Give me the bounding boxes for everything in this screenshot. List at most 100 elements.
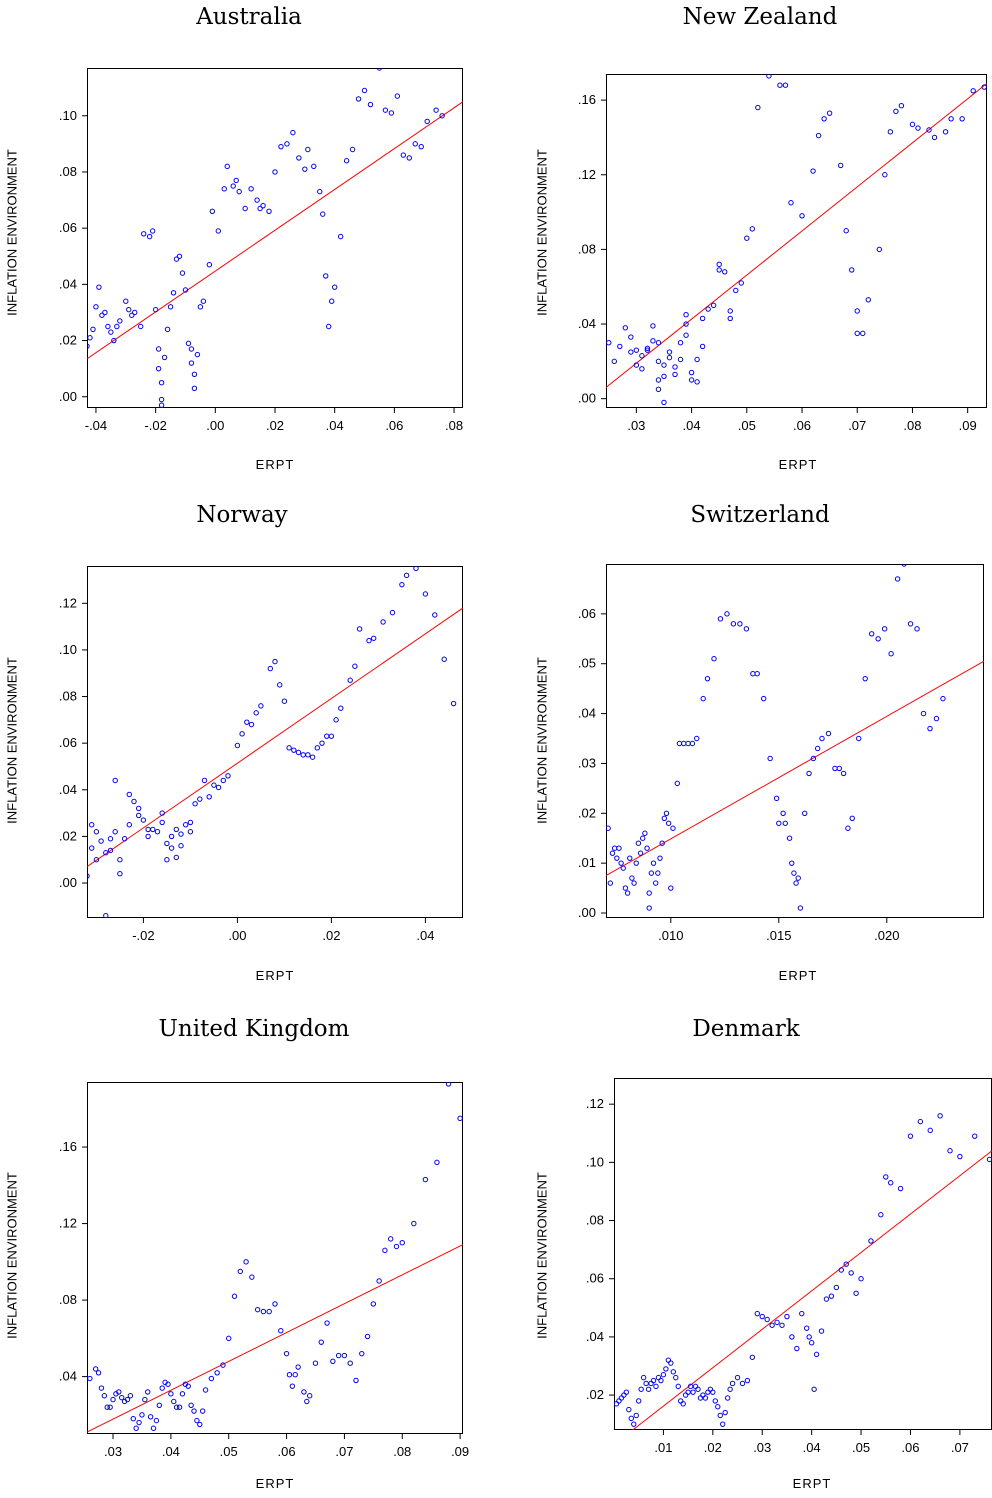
data-point-switzerland	[663, 810, 670, 816]
data-point-switzerland	[607, 880, 614, 886]
data-point-new-zealand	[611, 358, 617, 365]
x-tick-label-new-zealand: .06	[793, 418, 811, 433]
data-point-australia	[296, 155, 302, 161]
x-tick-label-denmark: .04	[803, 1440, 821, 1455]
data-point-norway	[87, 873, 90, 879]
plot-content-new-zealand	[606, 74, 987, 406]
data-point-denmark	[897, 1185, 904, 1192]
data-point-denmark	[754, 1310, 760, 1317]
data-point-norway	[197, 796, 203, 802]
data-point-denmark	[628, 1415, 634, 1422]
data-point-denmark	[717, 1412, 723, 1419]
data-point-australia	[320, 211, 326, 217]
data-point-australia	[158, 396, 165, 403]
data-point-switzerland	[819, 735, 825, 742]
data-point-australia	[215, 228, 222, 234]
data-point-united-kingdom	[95, 1370, 102, 1376]
data-point-switzerland	[640, 835, 646, 841]
data-point-denmark	[878, 1212, 884, 1218]
x-tick-label-australia: .08	[445, 418, 463, 433]
plot-area-new-zealand	[606, 74, 987, 408]
data-point-new-zealand	[617, 343, 623, 350]
data-point-norway	[403, 572, 410, 579]
data-point-norway	[432, 612, 438, 618]
data-point-united-kingdom	[243, 1259, 249, 1265]
data-point-australia	[418, 143, 424, 150]
y-tick-label-australia: .00	[59, 389, 77, 404]
data-point-denmark	[653, 1383, 659, 1390]
data-point-new-zealand	[661, 399, 667, 406]
data-point-united-kingdom	[173, 1404, 180, 1410]
data-point-australia	[257, 205, 263, 212]
y-tick-label-united-kingdom: .12	[59, 1216, 77, 1231]
data-point-australia	[132, 309, 138, 316]
data-point-norway	[333, 717, 339, 723]
data-point-denmark	[759, 1313, 765, 1320]
y-tick-label-new-zealand: .12	[578, 167, 596, 182]
data-point-switzerland	[907, 621, 914, 627]
data-point-denmark	[784, 1313, 790, 1320]
data-point-united-kingdom	[260, 1308, 267, 1315]
data-point-australia	[343, 158, 350, 164]
data-point-australia	[182, 287, 189, 293]
data-point-denmark	[794, 1345, 800, 1352]
data-point-united-kingdom	[153, 1417, 160, 1424]
data-point-new-zealand	[810, 168, 816, 174]
data-point-new-zealand	[694, 356, 700, 363]
data-point-united-kingdom	[254, 1306, 261, 1313]
data-point-united-kingdom	[104, 1404, 110, 1410]
data-point-switzerland	[661, 815, 668, 821]
data-point-switzerland	[717, 616, 724, 622]
data-point-switzerland	[845, 825, 851, 831]
data-point-united-kingdom	[176, 1404, 183, 1410]
data-point-denmark	[828, 1293, 835, 1299]
data-point-australia	[400, 152, 407, 158]
data-point-united-kingdom	[370, 1301, 377, 1307]
data-point-new-zealand	[639, 353, 645, 359]
data-point-australia	[311, 163, 317, 170]
data-point-new-zealand	[661, 362, 667, 368]
data-point-denmark	[680, 1401, 686, 1407]
y-tick-label-switzerland: .05	[578, 656, 596, 671]
data-point-new-zealand	[948, 116, 954, 122]
data-point-switzerland	[773, 795, 780, 802]
chart-title-australia: Australia	[196, 4, 302, 30]
data-point-australia	[158, 402, 165, 408]
data-point-norway	[380, 619, 386, 625]
data-point-norway	[328, 733, 335, 739]
plot-area-switzerland	[606, 564, 984, 918]
data-point-new-zealand	[782, 82, 789, 88]
data-point-denmark	[729, 1380, 736, 1387]
y-tick-label-norway: .06	[59, 735, 77, 750]
data-point-switzerland	[689, 740, 696, 747]
data-point-new-zealand	[683, 321, 689, 327]
data-point-united-kingdom	[119, 1394, 125, 1401]
data-point-united-kingdom	[220, 1362, 226, 1368]
data-point-switzerland	[780, 810, 786, 816]
data-point-australia	[129, 312, 135, 318]
data-point-new-zealand	[716, 261, 722, 268]
data-point-switzerland	[881, 626, 888, 632]
data-point-switzerland	[642, 830, 648, 836]
data-point-australia	[140, 231, 147, 237]
data-point-denmark	[670, 1369, 676, 1375]
data-point-switzerland	[767, 755, 773, 762]
data-point-switzerland	[754, 670, 760, 677]
data-point-united-kingdom	[393, 1243, 400, 1250]
data-point-switzerland	[894, 576, 901, 582]
data-point-united-kingdom	[341, 1352, 348, 1359]
data-point-australia	[382, 107, 389, 113]
data-point-switzerland	[646, 905, 652, 911]
data-point-norway	[93, 857, 100, 863]
data-point-norway	[314, 745, 320, 751]
data-point-new-zealand	[655, 377, 662, 383]
data-point-new-zealand	[644, 347, 651, 353]
chart-title-denmark: Denmark	[692, 1016, 800, 1042]
data-point-australia	[305, 146, 311, 153]
data-point-norway	[187, 819, 194, 826]
data-point-norway	[164, 840, 170, 847]
plot-content-denmark	[614, 1113, 992, 1430]
data-point-new-zealand	[722, 269, 728, 275]
